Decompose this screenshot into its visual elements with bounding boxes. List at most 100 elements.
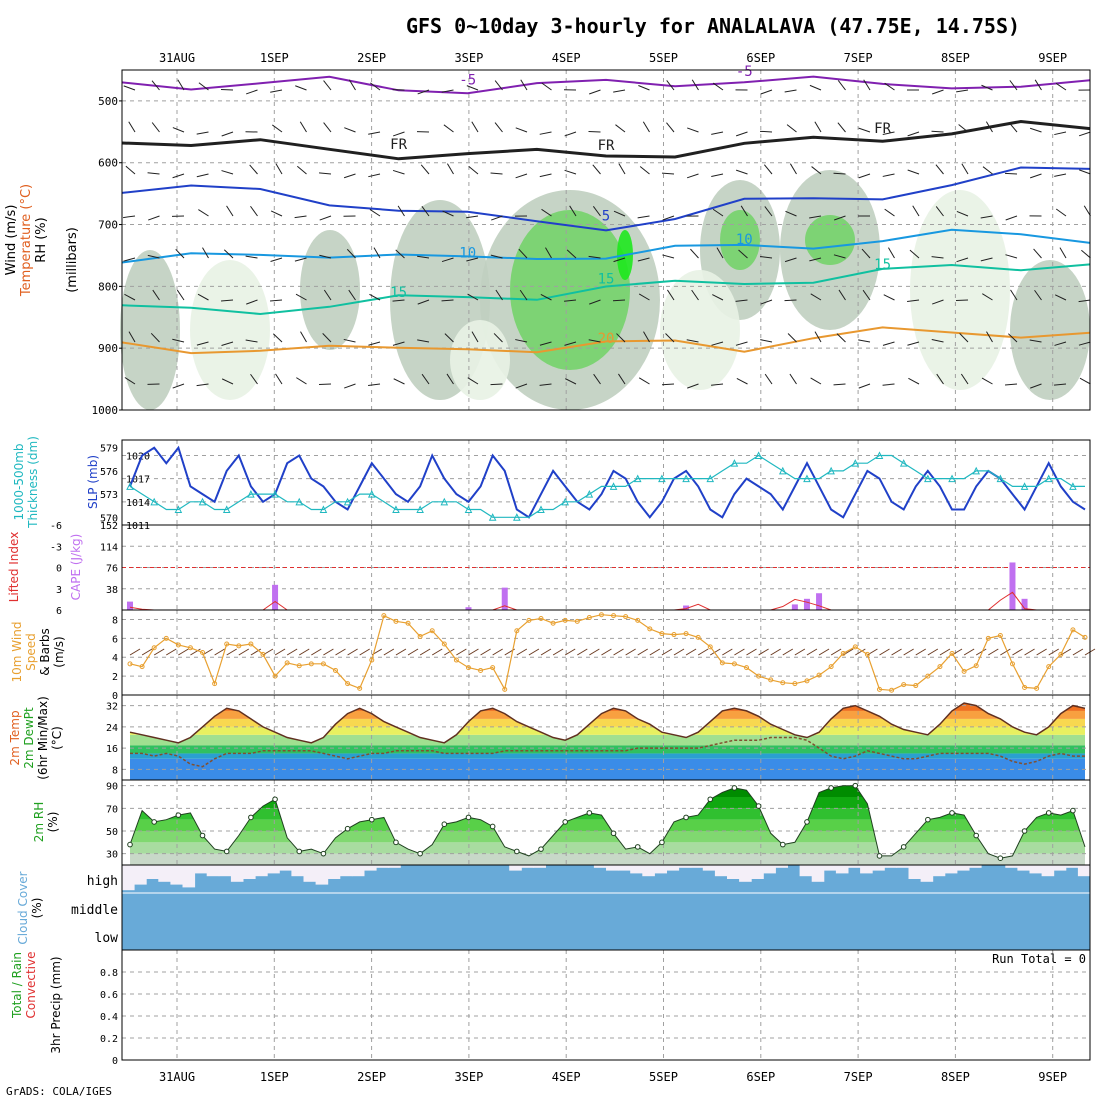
wind-barb xyxy=(760,89,773,95)
cape-bar xyxy=(816,593,823,610)
cape-bar xyxy=(683,605,690,610)
wind-barb xyxy=(711,131,724,135)
wind-barb-10m xyxy=(903,648,914,656)
wind-barb xyxy=(1010,289,1018,301)
thickness-marker xyxy=(851,459,860,467)
wind-barb xyxy=(784,299,797,302)
wind-barb xyxy=(245,339,258,343)
thickness-marker xyxy=(464,505,473,514)
rh-tick: 90 xyxy=(106,782,118,793)
cloud-high-gap xyxy=(920,865,934,882)
wind-barb xyxy=(299,121,307,133)
cape-bar xyxy=(1009,562,1016,610)
wind-barb xyxy=(490,254,503,259)
wind-barb xyxy=(931,256,944,259)
wind-tick: 6 xyxy=(112,634,118,645)
cloud-high-gap xyxy=(1077,865,1091,877)
wind-barb xyxy=(836,333,846,343)
wind-barb xyxy=(421,373,430,385)
wind-point xyxy=(1034,685,1040,691)
wind-barb-10m xyxy=(697,648,709,656)
pressure-tick: 800 xyxy=(98,280,118,293)
wind-barb xyxy=(369,293,381,301)
series-line-rh xyxy=(129,785,1086,859)
slp-tick: 1020 xyxy=(126,451,150,462)
wind-barb-10m xyxy=(444,648,455,656)
wind-barb xyxy=(545,247,552,259)
temp-ylabel-2: (6hr Min/Max) xyxy=(36,696,50,780)
rh-point xyxy=(852,782,859,789)
cloud-high-gap xyxy=(1005,865,1018,868)
wind-barb xyxy=(147,254,160,259)
cloud-high-gap xyxy=(376,865,389,868)
cloud-high-gap xyxy=(182,865,196,888)
wind-barb xyxy=(368,173,381,178)
wind-barb xyxy=(1055,208,1067,217)
wind-barb xyxy=(348,289,356,301)
wind-barb-10m xyxy=(818,648,830,656)
wind-barb xyxy=(392,299,405,302)
wind-barb xyxy=(198,82,209,91)
isotherm-label: FR xyxy=(390,137,407,153)
rh-point xyxy=(755,803,762,809)
pressure-tick: 700 xyxy=(98,219,118,232)
wind-barb xyxy=(495,289,503,301)
wind-barb xyxy=(539,131,552,135)
wind-barb xyxy=(760,255,773,259)
wind-barb-10m xyxy=(178,648,189,656)
slp-ylabel-right-0: SLP (mb) xyxy=(86,455,100,509)
wind-point xyxy=(1070,627,1076,633)
wind-barb xyxy=(833,383,846,386)
rh-point xyxy=(1070,807,1076,814)
wind-point xyxy=(683,631,689,637)
wind-point xyxy=(864,651,870,657)
wind-point xyxy=(417,633,423,639)
rh-point xyxy=(248,814,254,821)
wind-ylabel-0: 10m Wind xyxy=(10,622,24,683)
cloud-high-gap xyxy=(218,865,232,877)
run-total-label: Run Total = 0 xyxy=(992,952,1086,966)
date-label-top: 4SEP xyxy=(552,51,581,65)
wind-point xyxy=(768,677,774,683)
cape-bar xyxy=(501,587,508,610)
wind-barb-10m xyxy=(214,648,225,656)
thickness-marker xyxy=(682,474,690,483)
rh-point xyxy=(779,841,786,848)
wind-barb-10m xyxy=(613,648,624,656)
wind-point xyxy=(175,642,181,648)
wind-point xyxy=(248,641,254,647)
wind-barb xyxy=(494,122,503,133)
wind-barb xyxy=(1034,289,1042,301)
thickness-marker xyxy=(392,505,400,514)
wind-barb xyxy=(539,173,552,178)
thickness-marker xyxy=(126,482,134,490)
wind-barb xyxy=(275,373,283,385)
wind-point xyxy=(804,678,810,684)
isotherm-label: -5 xyxy=(736,64,753,80)
wind-barb xyxy=(735,169,748,175)
li-tick: 6 xyxy=(56,606,62,617)
wind-barb xyxy=(661,383,675,386)
wind-tick: 0 xyxy=(112,691,118,702)
isotherm-label: 5 xyxy=(602,209,610,225)
rh-point xyxy=(417,850,423,857)
wind-barb xyxy=(615,124,626,133)
wind-barb xyxy=(296,165,307,175)
wind-barb xyxy=(932,89,944,95)
rh-ylabel-0: 2m RH xyxy=(32,802,46,843)
wind-barb xyxy=(128,331,136,343)
panel-frame-precip xyxy=(121,949,1091,1061)
temp-band xyxy=(130,710,1085,719)
cloud-high-gap xyxy=(158,865,171,882)
wind-point xyxy=(236,643,242,649)
isotherm-label: 10 xyxy=(459,246,476,262)
wind-barb xyxy=(147,172,160,175)
rh-shade xyxy=(300,230,360,350)
wind-barb xyxy=(269,299,283,302)
cloud-high-gap xyxy=(702,865,716,871)
wind-barb xyxy=(858,173,871,179)
cloud-high-gap xyxy=(678,865,692,868)
cape-ylabel-right-0: CAPE (J/kg) xyxy=(69,534,83,601)
wind-barb xyxy=(323,122,332,133)
wind-barb xyxy=(123,257,136,262)
